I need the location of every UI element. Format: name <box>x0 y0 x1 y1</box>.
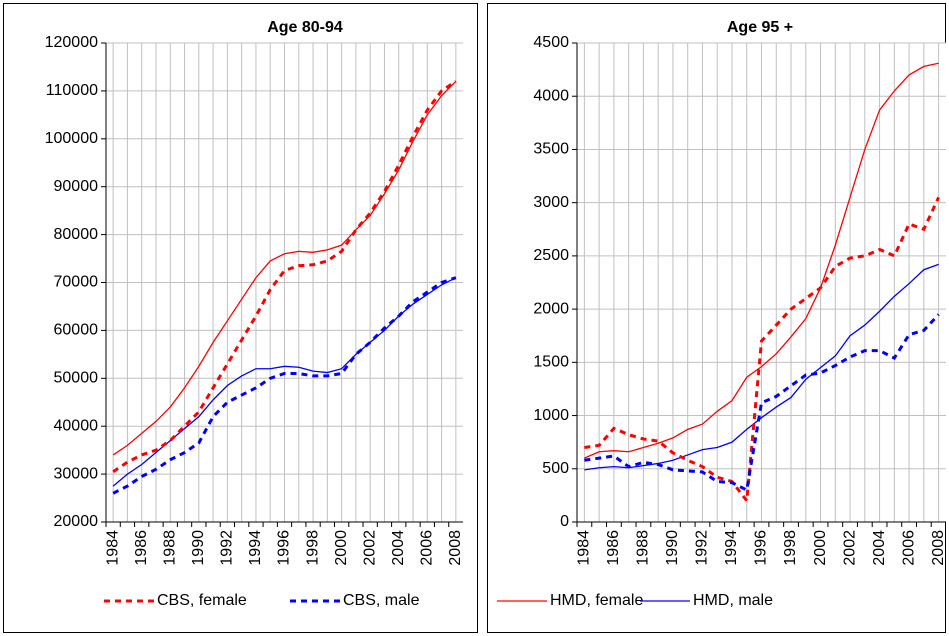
chart-title: Age 80-94 <box>267 19 343 36</box>
y-tick-label: 4000 <box>533 87 569 104</box>
x-tick-label: 1988 <box>161 530 178 566</box>
y-tick-label: 2000 <box>533 300 569 317</box>
x-tick-label: 1992 <box>694 530 711 566</box>
x-tick-label: 1990 <box>190 530 207 566</box>
legend-label: HMD, male <box>693 592 773 609</box>
y-tick-label: 110000 <box>46 82 98 99</box>
x-tick-label: 1996 <box>753 530 770 566</box>
y-tick-label: 1000 <box>533 407 569 424</box>
x-tick-label: 2004 <box>871 530 888 566</box>
y-tick-label: 3500 <box>533 141 569 158</box>
x-tick-label: 1994 <box>247 530 264 566</box>
y-tick-label: 1500 <box>533 354 569 371</box>
legend-label: CBS, female <box>157 592 247 609</box>
legend-label: HMD, female <box>550 592 643 609</box>
series-line <box>112 276 457 495</box>
x-tick-label: 1984 <box>104 530 121 566</box>
x-tick-label: 1986 <box>133 530 150 566</box>
y-tick-label: 50000 <box>54 370 99 387</box>
y-tick-label: 100000 <box>45 130 98 147</box>
y-tick-label: 70000 <box>54 274 99 291</box>
x-tick-label: 1998 <box>304 530 321 566</box>
y-tick-label: 120000 <box>45 34 98 51</box>
y-tick-label: 2500 <box>533 247 569 264</box>
y-tick-label: 500 <box>542 460 569 477</box>
y-tick-label: 90000 <box>54 178 99 195</box>
y-tick-label: 80000 <box>54 226 99 243</box>
x-tick-label: 1986 <box>605 530 622 566</box>
y-tick-label: 3000 <box>533 194 569 211</box>
x-tick-label: 2008 <box>447 530 464 566</box>
x-tick-label: 2002 <box>841 530 858 566</box>
y-tick-label: 4500 <box>533 34 569 51</box>
x-tick-label: 1990 <box>664 530 681 566</box>
x-tick-label: 2004 <box>390 530 407 566</box>
y-tick-label: 30000 <box>54 465 99 482</box>
x-tick-label: 2002 <box>361 530 378 566</box>
x-tick-label: 1992 <box>219 530 236 566</box>
x-tick-label: 2006 <box>900 530 917 566</box>
x-tick-label: 1988 <box>635 530 652 566</box>
x-tick-label: 1984 <box>576 530 593 566</box>
x-tick-label: 1994 <box>723 530 740 566</box>
x-tick-label: 2008 <box>930 530 947 566</box>
series-line <box>584 62 939 459</box>
x-tick-label: 1996 <box>276 530 293 566</box>
x-tick-label: 2000 <box>812 530 829 566</box>
x-tick-label: 2000 <box>333 530 350 566</box>
series-line <box>584 263 939 471</box>
x-tick-label: 1998 <box>782 530 799 566</box>
y-tick-label: 20000 <box>54 513 99 530</box>
x-tick-label: 2006 <box>419 530 436 566</box>
y-tick-label: 60000 <box>54 322 99 339</box>
legend-label: CBS, male <box>343 592 420 609</box>
chart-title: Age 95 + <box>727 19 793 36</box>
y-tick-label: 0 <box>560 513 569 530</box>
series-line <box>112 80 457 456</box>
y-tick-label: 40000 <box>54 417 99 434</box>
series-line <box>584 196 940 505</box>
